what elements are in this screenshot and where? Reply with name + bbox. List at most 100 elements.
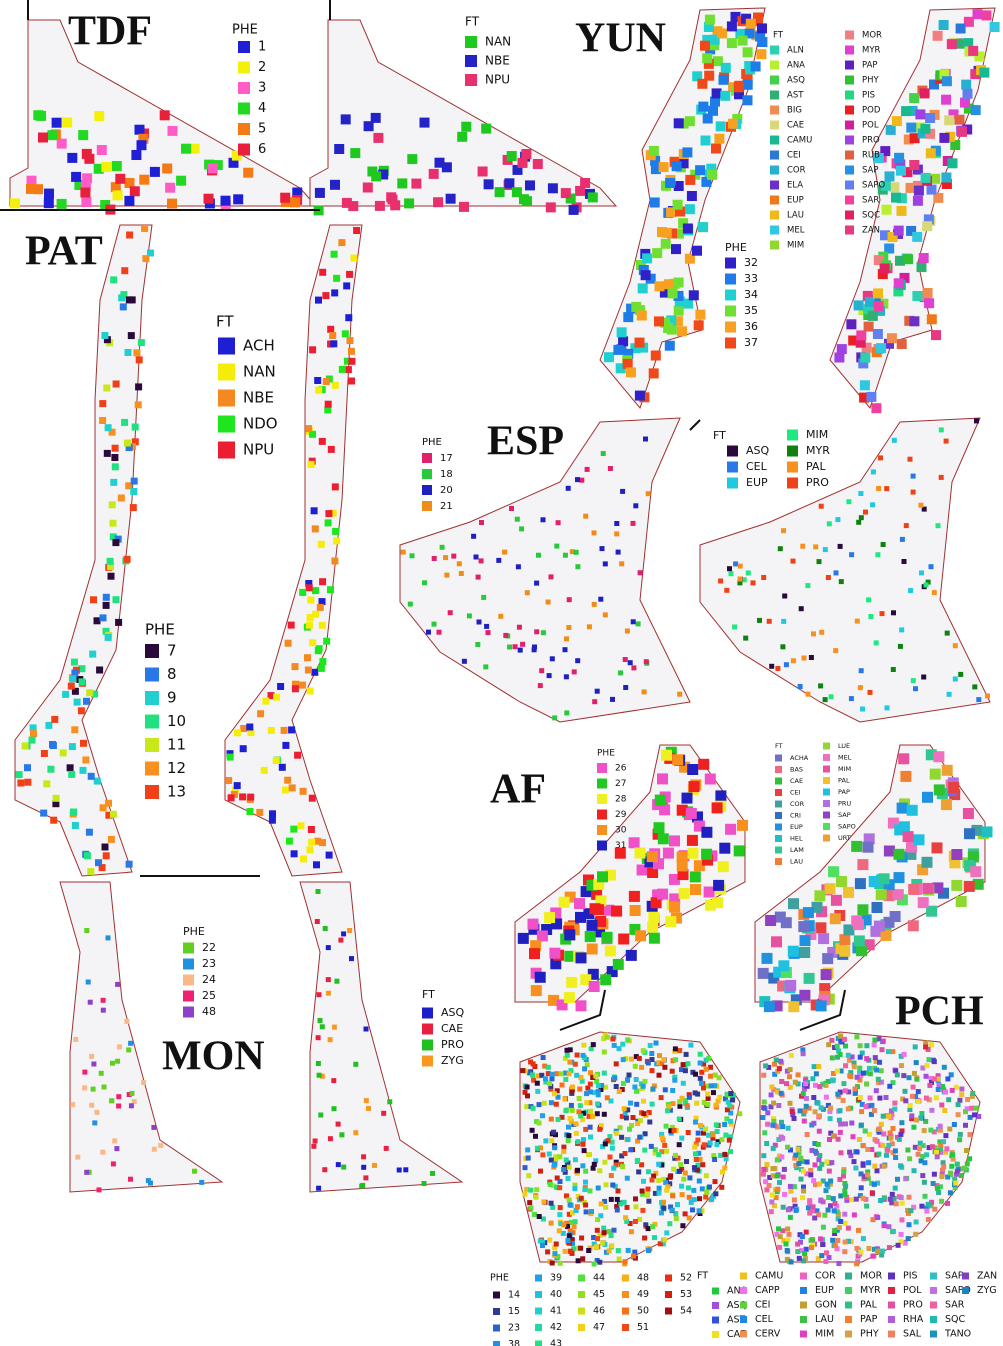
map-cell — [306, 622, 313, 629]
map-cell — [552, 1145, 557, 1150]
map-cell — [829, 694, 834, 699]
map-cell — [642, 1148, 647, 1153]
legend-label: 5 — [258, 122, 266, 137]
legend-swatch — [845, 196, 854, 205]
map-cell — [868, 614, 873, 619]
map-cell — [664, 1188, 669, 1193]
map-cell — [548, 1182, 553, 1187]
map-cell — [33, 184, 43, 194]
map-cell — [128, 332, 135, 339]
map-cell — [787, 1074, 792, 1079]
map-cell — [558, 1179, 563, 1184]
map-cell — [695, 1092, 700, 1097]
map-cell — [471, 534, 476, 539]
map-cell — [478, 167, 488, 177]
legend-label: BAS — [790, 766, 803, 774]
map-cell — [723, 1133, 728, 1138]
legend-label: 36 — [744, 320, 758, 333]
map-cell — [881, 1114, 886, 1119]
map-cell — [714, 1122, 719, 1127]
legend-swatch — [145, 668, 159, 682]
map-cell — [151, 1125, 156, 1130]
map-cell — [664, 1230, 669, 1235]
map-cell — [788, 1067, 793, 1072]
map-cell — [540, 1243, 545, 1248]
legend-swatch — [665, 1308, 672, 1315]
map-cell — [121, 267, 128, 274]
map-cell — [538, 1169, 543, 1174]
map-cell — [877, 1127, 882, 1132]
map-cell — [922, 857, 933, 868]
map-cell — [69, 675, 76, 682]
legend-swatch — [888, 1316, 895, 1323]
map-cell — [897, 206, 907, 216]
map-cell — [563, 553, 568, 558]
map-cell — [842, 1249, 847, 1254]
map-cell — [375, 201, 385, 211]
map-cell — [952, 1122, 957, 1127]
map-cell — [479, 520, 484, 525]
legend-label: SAL — [903, 1329, 922, 1340]
map-cell — [307, 597, 314, 604]
map-cell — [327, 326, 334, 333]
map-cell — [896, 1243, 901, 1248]
map-cell — [672, 1128, 677, 1133]
map-cell — [714, 1142, 719, 1147]
map-cell — [769, 1092, 774, 1097]
map-cell — [934, 1150, 939, 1155]
map-cell — [477, 620, 482, 625]
legend-swatch — [770, 181, 779, 190]
map-cell — [942, 1065, 947, 1070]
map-cell — [607, 1248, 612, 1253]
map-cell — [856, 945, 867, 956]
map-cell — [82, 1070, 87, 1075]
legend-label: 38 — [508, 1339, 520, 1346]
map-cell — [785, 980, 796, 991]
map-cell — [330, 340, 337, 347]
map-cell — [838, 1130, 843, 1135]
map-cell — [650, 1224, 655, 1229]
map-cell — [139, 175, 149, 185]
legend-label: PHY — [860, 1329, 879, 1340]
map-cell — [588, 1135, 593, 1140]
legend-swatch — [888, 1302, 895, 1309]
map-cell — [944, 115, 954, 125]
map-cell — [640, 1189, 645, 1194]
map-cell — [593, 1074, 598, 1079]
map-cell — [112, 463, 119, 470]
map-cell — [567, 1060, 572, 1065]
map-cell — [537, 1214, 542, 1219]
legend-swatch — [465, 36, 477, 48]
map-cell — [614, 521, 619, 526]
map-cell — [581, 1053, 586, 1058]
legend-label: BIG — [787, 106, 802, 116]
map-cell — [863, 510, 868, 515]
map-cell — [796, 1072, 801, 1077]
map-cell — [103, 385, 110, 392]
map-cell — [150, 167, 160, 177]
map-cell — [616, 550, 621, 555]
legend-label: 50 — [637, 1306, 649, 1317]
map-cell — [799, 1177, 804, 1182]
map-cell — [624, 1115, 629, 1120]
map-cell — [299, 589, 306, 596]
map-cell — [926, 1202, 931, 1207]
map-cell — [812, 1064, 817, 1069]
map-cell — [757, 618, 762, 623]
map-cell — [859, 1185, 864, 1190]
map-cell — [563, 1097, 568, 1102]
map-cell — [804, 1104, 809, 1109]
map-cell — [526, 1173, 531, 1178]
map-cell — [629, 837, 640, 848]
map-cell — [384, 1146, 389, 1151]
legend-label: MEL — [787, 226, 805, 236]
map-cell — [843, 1184, 848, 1189]
map-cell — [553, 1251, 558, 1256]
legend-label: PHY — [862, 76, 880, 86]
map-cell — [556, 1117, 561, 1122]
map-cell — [985, 693, 990, 698]
map-cell — [778, 1234, 783, 1239]
map-cell — [718, 579, 723, 584]
map-cell — [315, 188, 325, 198]
map-cell — [532, 647, 537, 652]
